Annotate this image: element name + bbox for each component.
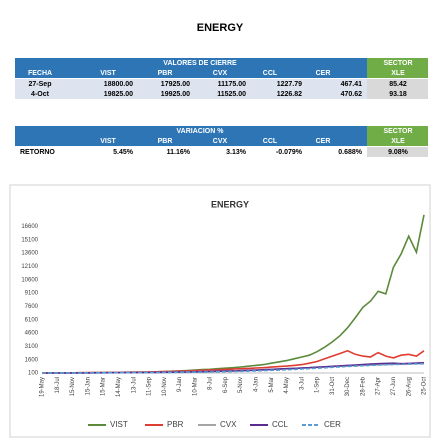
x-tick-label: 18-Jul	[55, 377, 61, 393]
column-header: VIST	[100, 70, 116, 77]
x-tick-label: 15-Nov	[70, 377, 76, 396]
x-tick-label: 27-Apr	[376, 377, 382, 395]
y-tick-label: 3100	[25, 344, 39, 350]
x-tick-label: 1-Sep	[315, 376, 321, 393]
column-header: PBR	[158, 138, 173, 145]
table-cell: 17925.00	[161, 81, 190, 88]
sector-band	[367, 58, 428, 78]
table-cell: 4-Oct	[31, 91, 50, 98]
legend-label: CER	[324, 420, 341, 429]
table-cell: 93.18	[389, 91, 407, 98]
x-tick-label: 4-Jan	[253, 377, 259, 392]
table-cell: 1226.82	[277, 91, 302, 98]
row-band	[15, 79, 367, 89]
table-cell: 0.688%	[338, 149, 363, 156]
x-tick-label: 25-Oct	[422, 377, 428, 395]
x-tick-label: 4-May	[284, 377, 290, 394]
y-tick-label: 4600	[25, 331, 39, 337]
x-tick-label: 11-Sep	[147, 376, 153, 396]
table-cell: 470.62	[341, 91, 363, 98]
series-line	[42, 363, 425, 374]
x-tick-label: 10-Nov	[162, 377, 168, 396]
x-tick-label: 27-Jun	[391, 377, 397, 395]
x-tick-label: 31-Oct	[330, 377, 336, 395]
sector-cell	[367, 79, 428, 89]
x-tick-label: 6-Sep	[223, 376, 229, 393]
x-tick-label: 30-Dec	[345, 377, 351, 396]
table-cell: 18800.00	[104, 81, 133, 88]
column-header: VIST	[100, 138, 116, 145]
table-cell: -0.079%	[276, 149, 303, 156]
table-cell: 27-Sep	[29, 81, 52, 88]
chart-title: ENERGY	[211, 199, 249, 209]
y-tick-label: 100	[28, 371, 39, 377]
y-tick-label: 9100	[25, 291, 39, 297]
row-band	[15, 89, 367, 99]
chart-frame	[9, 184, 431, 438]
table-cell: 19925.00	[161, 91, 190, 98]
column-header: CER	[316, 70, 331, 77]
legend-label: PBR	[167, 420, 184, 429]
x-tick-label: 13-Jul	[131, 377, 137, 393]
column-header: PBR	[158, 70, 173, 77]
x-tick-label: 15-Mar	[101, 377, 107, 396]
table-cell: 9.08%	[388, 149, 409, 156]
sector-cell	[367, 89, 428, 99]
sector-header: SECTOR	[383, 60, 412, 67]
y-tick-label: 12100	[21, 264, 38, 270]
y-tick-label: 6100	[25, 317, 39, 323]
group-header: VARIACION %	[177, 128, 225, 135]
table-cell: 11525.00	[217, 91, 246, 98]
table-cell: 5.45%	[113, 149, 134, 156]
column-header: CCL	[263, 138, 278, 145]
x-tick-label: 8-Jul	[208, 377, 214, 390]
x-tick-label: 14-May	[116, 377, 122, 397]
legend-label: CCL	[272, 420, 289, 429]
legend-label: VIST	[110, 420, 128, 429]
y-tick-label: 15100	[21, 237, 38, 243]
y-tick-label: 1600	[25, 357, 39, 363]
column-header: CER	[316, 138, 331, 145]
table-cell: 19825.00	[104, 91, 133, 98]
header-band	[15, 58, 367, 78]
x-tick-label: 10-Mar	[192, 377, 198, 396]
y-tick-label: 10600	[21, 277, 38, 283]
x-tick-label: 5-Mar	[269, 377, 275, 393]
table-cell: 85.42	[389, 81, 407, 88]
x-tick-label: 9-Jan	[177, 377, 183, 392]
table-cell: 11175.00	[218, 81, 247, 88]
header-band	[15, 126, 367, 146]
sector-header: SECTOR	[383, 128, 412, 135]
column-header: FECHA	[28, 70, 52, 77]
x-tick-label: 3-Jul	[299, 377, 305, 390]
page-title: ENERGY	[197, 22, 244, 34]
x-tick-label: 19-May	[40, 377, 46, 397]
column-header: CVX	[213, 138, 228, 145]
column-header: CCL	[263, 70, 278, 77]
sector-cell	[367, 147, 428, 157]
column-header: CVX	[213, 70, 228, 77]
table-cell: 1227.79	[277, 81, 302, 88]
x-tick-label: 28-Feb	[360, 376, 366, 396]
y-tick-label: 7600	[25, 304, 39, 310]
table-cell: 467.41	[341, 81, 363, 88]
table-cell: 3.13%	[226, 149, 247, 156]
x-tick-label: 15-Jan	[85, 377, 91, 395]
column-header: XLE	[391, 70, 405, 77]
legend-label: CVX	[220, 420, 237, 429]
y-tick-label: 16600	[21, 224, 38, 230]
x-tick-label: 26-Aug	[406, 377, 412, 396]
x-tick-label: 5-Nov	[238, 377, 244, 393]
column-header: XLE	[391, 138, 405, 145]
table-cell: 11.16%	[167, 149, 191, 156]
table-cell: RETORNO	[20, 149, 55, 156]
group-header: VALORES DE CIERRE	[163, 60, 237, 67]
sector-band	[367, 126, 428, 146]
y-tick-label: 13600	[21, 251, 38, 257]
